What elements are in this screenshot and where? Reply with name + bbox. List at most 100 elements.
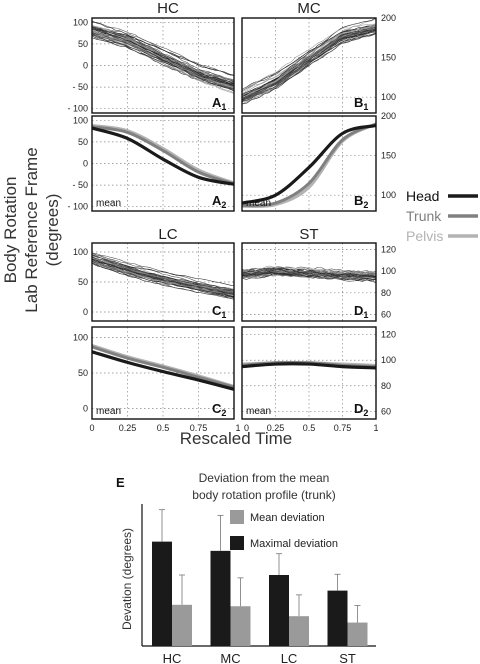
mean-line-head: [92, 350, 234, 391]
bar-category-lc: LC: [281, 651, 298, 664]
y-tick-label: 200: [381, 13, 396, 23]
trial-line: [92, 28, 234, 81]
mean-line-pelvis: [92, 124, 234, 185]
line-panels: 100 50 0 - 50 - 100 A1 200 150 100 B1 100 50 0 - 50 - …: [67, 13, 396, 420]
title-lc: LC: [158, 226, 177, 243]
x-tick-label: 0.5: [157, 423, 170, 433]
panel-label: D2: [354, 401, 368, 418]
trial-line: [92, 27, 234, 82]
y-tick-label: 200: [381, 111, 396, 121]
bar-category-mc: MC: [220, 651, 240, 664]
x-axis-label: Rescaled Time: [180, 429, 292, 448]
trial-line: [92, 28, 234, 84]
bar-legend-swatch: [230, 510, 244, 524]
y-tick-label: - 50: [72, 180, 88, 190]
y-tick-label: 60: [381, 310, 391, 320]
legend-label-trunk: Trunk: [406, 208, 442, 224]
legend-label-head: Head: [406, 188, 439, 204]
trial-line: [92, 253, 234, 294]
mean-line-head: [242, 123, 376, 205]
trial-line: [92, 27, 234, 76]
panel-frame: [91, 242, 235, 322]
trial-line: [242, 271, 376, 284]
trial-line: [92, 259, 234, 296]
bar-mc-mean: [230, 606, 251, 646]
y-tick-label: 60: [381, 406, 391, 416]
panel-frame: [241, 242, 377, 322]
mean-line-trunk: [242, 122, 376, 208]
y-tick-label: - 100: [67, 202, 88, 212]
y-tick-label: 100: [73, 17, 88, 27]
line-legend: Head Trunk Pelvis: [406, 188, 478, 244]
x-tick-label: 0.5: [303, 423, 316, 433]
mean-line-trunk: [92, 125, 234, 186]
panel-label-e: E: [116, 475, 125, 490]
trial-line: [242, 23, 376, 90]
y-tick-label: 0: [83, 61, 88, 71]
panel-frame: [91, 326, 235, 420]
y-tick-label: - 100: [67, 104, 88, 114]
legend-label-pelvis: Pelvis: [406, 228, 443, 244]
mean-label: mean: [96, 406, 121, 417]
bar-chart-title: body rotation profile (trunk): [192, 488, 335, 502]
trial-line: [242, 267, 376, 279]
bar-st-maximal: [327, 590, 348, 646]
bar-mc-maximal: [210, 550, 231, 646]
panel-frame: [241, 115, 377, 212]
y-tick-label: 150: [381, 53, 396, 63]
trial-line: [242, 265, 376, 275]
panel-a1: 100 50 0 - 50 - 100 A1: [67, 17, 235, 114]
bar-y-axis-label: Devation (degrees): [120, 528, 134, 630]
title-mc: MC: [297, 0, 320, 17]
y-axis-label-line-1: Body Rotation: [1, 177, 20, 284]
panel-frame: [91, 115, 235, 212]
panel-d2: 120 100 80 60 mean D2: [241, 326, 396, 420]
y-tick-label: 50: [78, 39, 88, 49]
bar-hc-mean: [172, 604, 192, 646]
bar-st-mean: [347, 622, 368, 646]
trial-line: [242, 29, 376, 101]
x-tick-label: 0.75: [334, 423, 352, 433]
bar-legend-label: Maximal deviation: [250, 538, 338, 550]
x-axis-ticks: 0 0.25 0.5 0.75 0.25 0.5 0.75 11 0: [89, 423, 378, 433]
title-st: ST: [299, 226, 318, 243]
x-tick-label: 0.25: [119, 423, 137, 433]
mean-label: mean: [246, 406, 271, 417]
x-tick-label: 0: [244, 423, 249, 433]
trial-line: [92, 35, 234, 87]
trial-line: [92, 255, 234, 294]
bar-lc-mean: [289, 616, 309, 646]
trial-line: [242, 268, 376, 278]
y-tick-label: 100: [73, 247, 88, 257]
title-hc: HC: [157, 0, 179, 17]
mean-line-trunk: [92, 345, 234, 389]
y-tick-label: 100: [73, 115, 88, 125]
trial-line: [242, 274, 376, 280]
x-tick-label: 1: [373, 423, 378, 433]
bar-legend-swatch: [230, 536, 244, 550]
panel-label: C2: [212, 401, 226, 418]
panel-label: A1: [212, 95, 226, 112]
shared-y-axis-label: Body Rotation Lab Reference Frame (degre…: [1, 147, 62, 312]
y-tick-label: 0: [83, 307, 88, 317]
trial-line: [92, 258, 234, 294]
panel-b1: 200 150 100 B1: [241, 13, 396, 114]
trial-line: [92, 258, 234, 300]
panel-frame: [241, 326, 377, 420]
trial-line: [92, 262, 234, 295]
y-tick-label: 80: [381, 288, 391, 298]
panel-c2: 100 50 0 mean C2: [73, 326, 235, 420]
y-tick-label: 120: [381, 330, 396, 340]
y-axis-label-line-3: (degrees): [43, 194, 62, 267]
trial-line: [92, 20, 234, 84]
trial-line: [242, 33, 376, 101]
y-tick-label: 50: [78, 368, 88, 378]
y-tick-label: 50: [78, 277, 88, 287]
bar-chart-title: Deviation from the mean: [199, 471, 330, 485]
panel-label: A2: [212, 193, 226, 210]
y-tick-label: 0: [83, 159, 88, 169]
mean-label: mean: [246, 198, 271, 209]
panel-label: B1: [354, 95, 368, 112]
y-tick-label: 120: [381, 245, 396, 255]
